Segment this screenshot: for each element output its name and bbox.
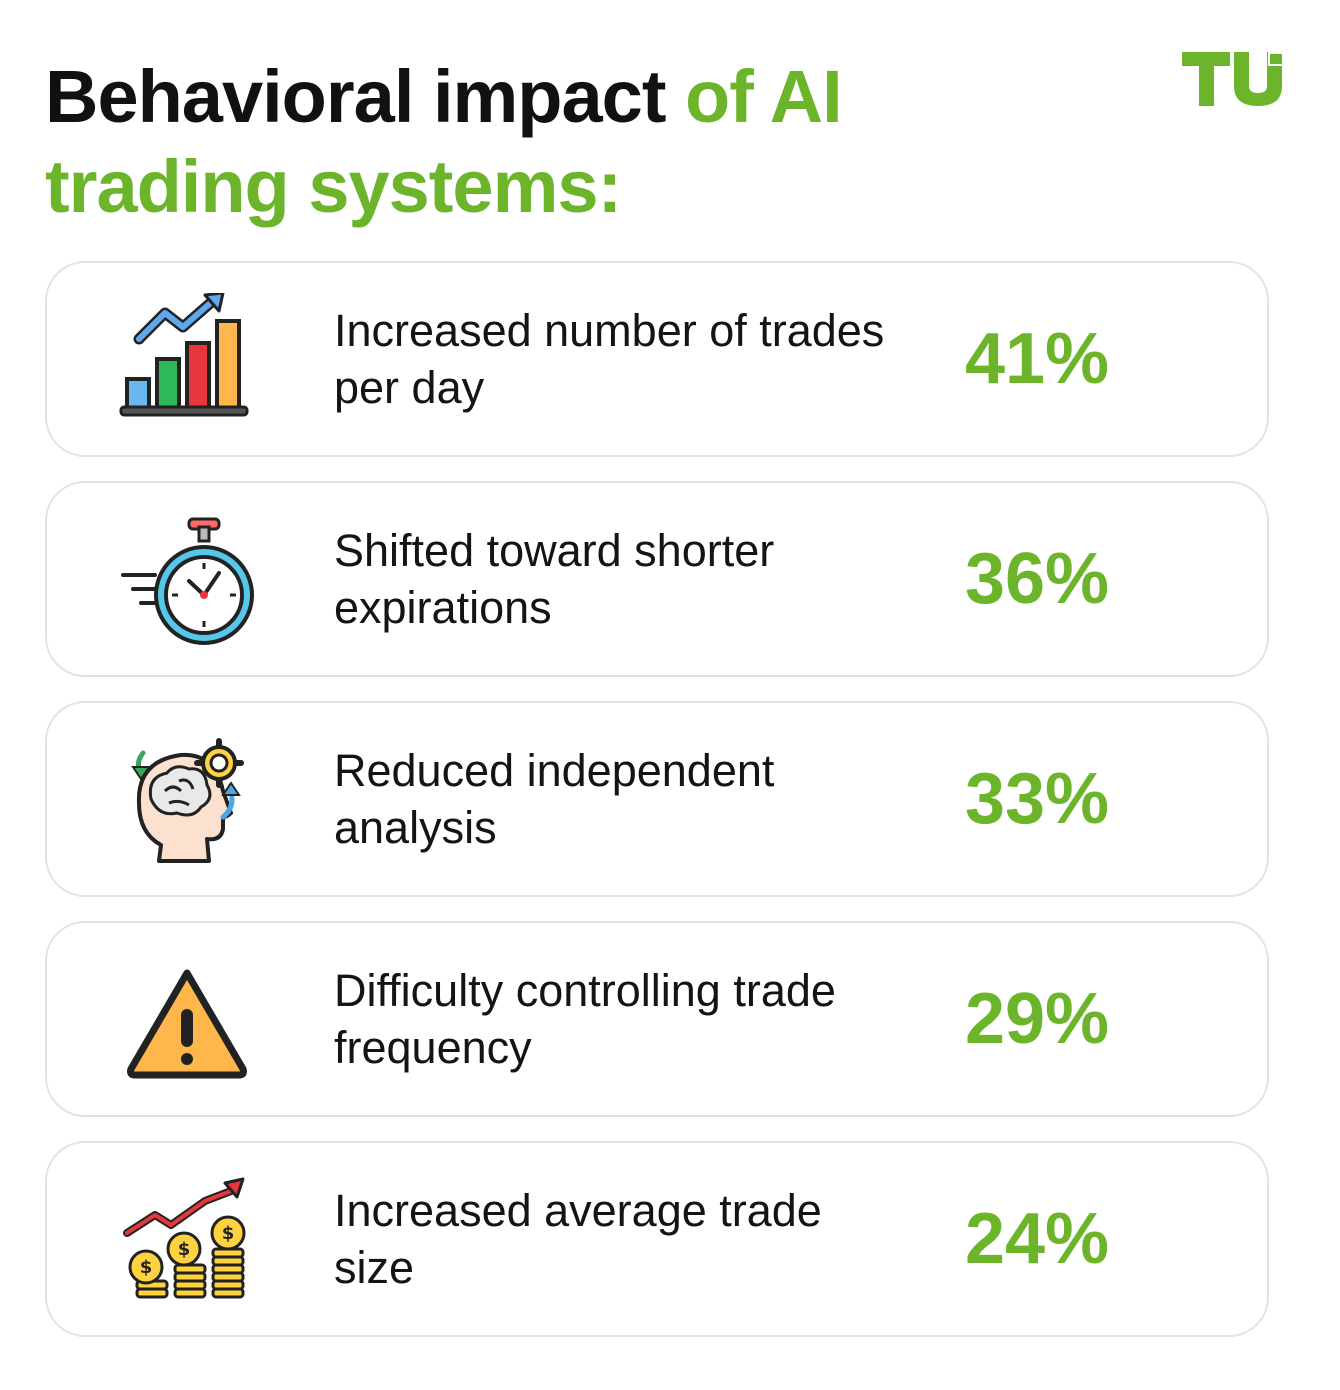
stat-value: 29% <box>964 979 1110 1059</box>
svg-text:$: $ <box>178 1239 191 1260</box>
stat-label: Increased average trade size <box>334 1185 822 1293</box>
warning-icon <box>119 953 255 1089</box>
stat-card: Reduced independent analysis 33% <box>45 701 1269 897</box>
svg-text:$: $ <box>222 1223 235 1244</box>
stat-label: Difficulty controlling trade frequency <box>334 965 836 1073</box>
title-green-part: of AI trading systems: <box>45 55 843 228</box>
svg-text:$: $ <box>140 1257 153 1278</box>
stat-label: Increased number of trades per day <box>334 305 885 413</box>
stat-card: Shifted toward shorter expirations 36% <box>45 481 1269 677</box>
stat-card: Increased number of trades per day 41% <box>45 261 1269 457</box>
stat-value: 41% <box>964 319 1110 399</box>
stat-value: 36% <box>964 539 1110 619</box>
brain-gear-head-icon <box>119 733 255 869</box>
page-title: Behavioral impact of AI trading systems: <box>45 52 1045 232</box>
stopwatch-icon <box>119 513 255 649</box>
coins-growth-icon: $ $ $ <box>119 1173 255 1309</box>
brand-logo <box>1178 48 1290 110</box>
stat-card: Difficulty controlling trade frequency 2… <box>45 921 1269 1117</box>
stat-value: 24% <box>964 1199 1110 1279</box>
title-black-part: Behavioral impact <box>45 55 686 138</box>
stat-label: Shifted toward shorter expirations <box>334 525 775 633</box>
bar-chart-growth-icon <box>119 291 255 429</box>
stat-label: Reduced independent analysis <box>334 745 775 853</box>
stat-value: 33% <box>964 759 1110 839</box>
stat-card: $ $ $ Increased average trade size 24% <box>45 1141 1269 1337</box>
